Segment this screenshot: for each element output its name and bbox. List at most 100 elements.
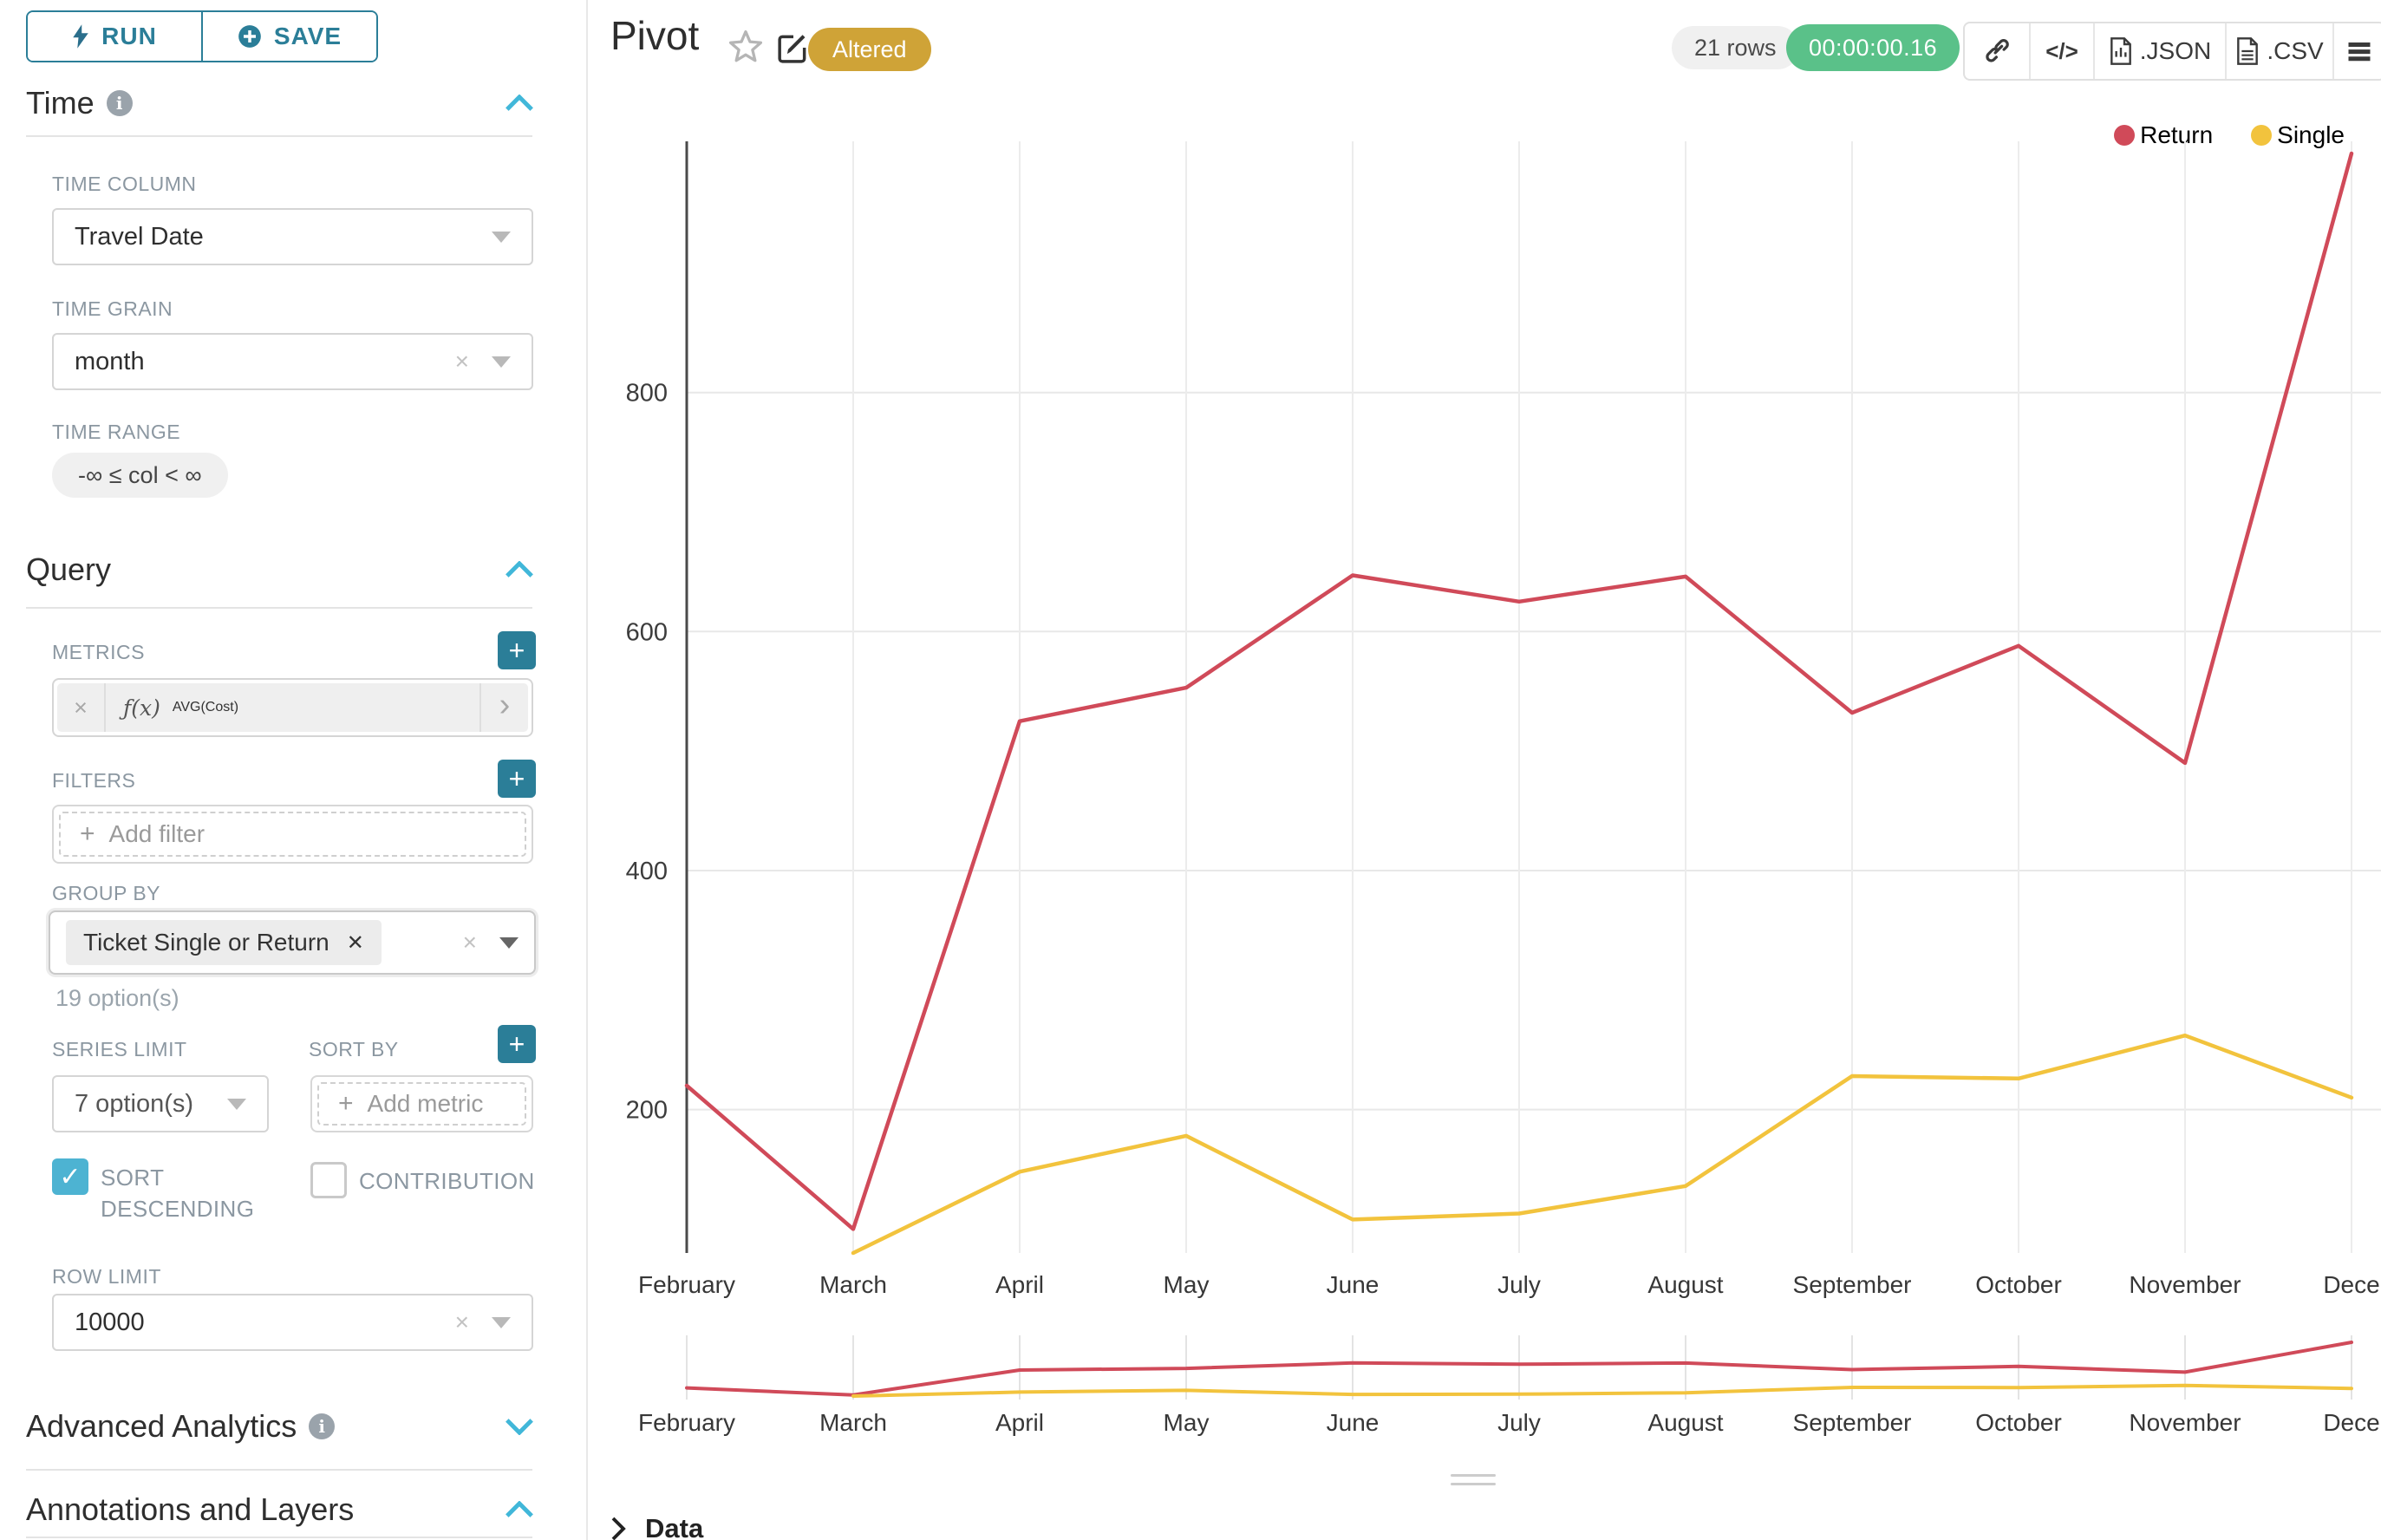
svg-text:September: September (1793, 1409, 1912, 1436)
time-section-collapse[interactable] (505, 83, 536, 123)
annotations-collapse[interactable] (505, 1490, 536, 1530)
group-by-select[interactable]: Ticket Single or Return ✕ × (49, 910, 536, 975)
svg-text:June: June (1327, 1271, 1380, 1298)
add-sort-metric-dropzone[interactable]: + Add metric (317, 1082, 526, 1126)
divider (26, 135, 532, 137)
chart-menu-button[interactable] (2334, 23, 2381, 79)
svg-text:July: July (1497, 1271, 1541, 1298)
query-section-collapse[interactable] (505, 550, 536, 590)
fx-icon: ƒ(x) (123, 695, 160, 721)
export-button-group: </> .JSON .CSV (1963, 22, 2381, 81)
svg-text:November: November (2129, 1271, 2241, 1298)
run-label: RUN (101, 23, 157, 49)
chevron-down-icon (492, 231, 511, 243)
svg-text:March: March (819, 1271, 887, 1298)
export-csv-button[interactable]: .CSV (2227, 23, 2334, 79)
chevron-down-icon (492, 1316, 511, 1328)
add-filter-button[interactable]: + (498, 760, 536, 798)
legend-dot (2114, 125, 2136, 146)
divider (26, 607, 532, 609)
add-metric-button[interactable]: + (498, 631, 536, 669)
svg-text:February: February (638, 1271, 735, 1298)
metric-pill-body[interactable]: ƒ(x) AVG(Cost) (106, 695, 479, 721)
svg-text:August: August (1647, 1271, 1723, 1298)
brush-mini-chart[interactable]: February March April May June July August Septe… (588, 1335, 2381, 1448)
sort-descending-control: ✓ SORT DESCENDING (52, 1158, 269, 1224)
run-button[interactable]: RUN (28, 12, 203, 61)
series-limit-value: 7 option(s) (75, 1089, 194, 1118)
advanced-analytics-collapse[interactable] (505, 1406, 536, 1446)
divider (26, 1469, 532, 1471)
time-range-pill[interactable]: -∞ ≤ col < ∞ (52, 453, 228, 498)
series-limit-select[interactable]: 7 option(s) (52, 1075, 269, 1132)
contribution-label: CONTRIBUTION (359, 1168, 535, 1194)
info-icon: i (106, 90, 133, 116)
row-limit-select[interactable]: 10000 × (52, 1294, 533, 1351)
export-json-button[interactable]: .JSON (2095, 23, 2227, 79)
svg-text:May: May (1164, 1271, 1210, 1298)
row-count-badge: 21 rows (1672, 26, 1799, 69)
star-icon[interactable] (727, 28, 765, 66)
data-panel-toggle[interactable]: Data (610, 1513, 703, 1540)
legend-item-return[interactable]: Return (2114, 121, 2213, 149)
data-panel-label: Data (645, 1513, 704, 1540)
add-sort-metric-button[interactable]: + (498, 1025, 536, 1063)
add-filter-dropzone[interactable]: + Add filter (59, 812, 526, 857)
svg-text:August: August (1647, 1409, 1723, 1436)
sort-by-label: SORT BY (309, 1037, 399, 1060)
save-button[interactable]: SAVE (203, 12, 376, 61)
contribution-checkbox[interactable] (310, 1162, 347, 1198)
clear-icon[interactable]: × (454, 1308, 469, 1335)
svg-text:March: March (819, 1409, 887, 1436)
query-section-title: Query (26, 551, 112, 587)
chevron-right-icon[interactable]: › (479, 683, 528, 732)
legend-dot (2251, 125, 2273, 146)
altered-badge: Altered (808, 28, 931, 71)
run-save-button-group: RUN SAVE (26, 10, 378, 62)
advanced-analytics-title: Advanced Analytics i (26, 1406, 336, 1446)
sort-by-control: + Add metric (310, 1075, 533, 1132)
filters-label: FILTERS (52, 768, 136, 792)
line-chart[interactable]: 200 400 600 800 February March April May June Jul… (588, 121, 2381, 1309)
chevron-down-icon (506, 1419, 533, 1435)
svg-text:October: October (1975, 1409, 2062, 1436)
legend-item-single[interactable]: Single (2251, 121, 2345, 149)
link-icon (1986, 39, 2009, 62)
row-limit-value: 10000 (75, 1308, 145, 1336)
svg-text:November: November (2129, 1409, 2241, 1436)
copy-link-button[interactable] (1965, 23, 2031, 79)
svg-text:July: July (1497, 1409, 1541, 1436)
group-by-tag: Ticket Single or Return ✕ (66, 920, 382, 965)
plus-circle-icon (238, 25, 261, 48)
metric-value: AVG(Cost) (172, 700, 239, 715)
sort-descending-checkbox[interactable]: ✓ (52, 1158, 88, 1195)
clear-icon[interactable]: × (454, 348, 469, 375)
info-icon: i (309, 1413, 336, 1439)
plus-icon: + (80, 819, 95, 848)
svg-text:October: October (1975, 1271, 2062, 1298)
plus-icon: + (338, 1089, 354, 1118)
edit-icon[interactable] (777, 31, 810, 64)
remove-tag-icon[interactable]: ✕ (346, 930, 364, 955)
chevron-down-icon (499, 936, 519, 949)
clear-icon[interactable]: × (462, 929, 477, 956)
chart-panel: Pivot Altered 21 rows 00:00:00.16 (586, 0, 2381, 1540)
file-text-icon (2237, 37, 2259, 65)
chart-legend: Return Single (2114, 121, 2345, 149)
save-label: SAVE (273, 23, 342, 49)
time-grain-select[interactable]: month × (52, 333, 533, 390)
sort-by-placeholder: Add metric (367, 1090, 484, 1117)
control-panel-sidebar: RUN SAVE Time i TIME COLUMN Travel Date (0, 0, 586, 1540)
view-query-button[interactable]: </> (2031, 23, 2095, 79)
svg-text:600: 600 (626, 618, 668, 646)
chart-title: Pivot (610, 13, 700, 58)
series-limit-label: SERIES LIMIT (52, 1037, 187, 1060)
remove-metric-icon[interactable]: × (57, 683, 106, 732)
hamburger-icon (2348, 42, 2371, 62)
svg-text:September: September (1793, 1271, 1912, 1298)
resize-handle[interactable] (1451, 1474, 1496, 1491)
time-grain-label: TIME GRAIN (52, 297, 173, 320)
metrics-control: × ƒ(x) AVG(Cost) › (52, 678, 533, 737)
time-column-select[interactable]: Travel Date (52, 208, 533, 265)
time-section-title: Time i (26, 83, 133, 123)
